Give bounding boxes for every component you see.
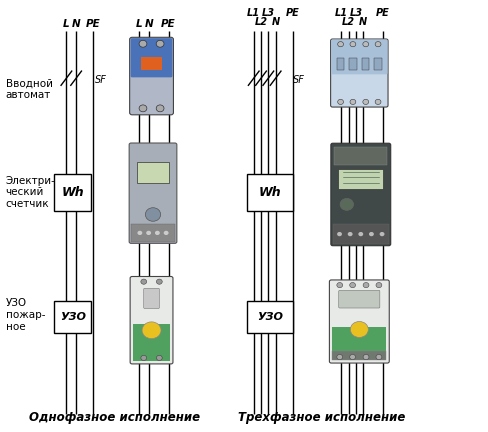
Circle shape xyxy=(145,208,161,221)
FancyBboxPatch shape xyxy=(331,143,391,246)
Bar xyxy=(133,324,170,361)
Circle shape xyxy=(337,232,342,236)
FancyBboxPatch shape xyxy=(331,39,387,74)
Circle shape xyxy=(142,322,161,339)
FancyBboxPatch shape xyxy=(129,143,177,243)
Bar xyxy=(333,224,389,244)
Circle shape xyxy=(350,283,356,288)
Circle shape xyxy=(337,354,343,359)
Circle shape xyxy=(376,354,382,359)
FancyBboxPatch shape xyxy=(144,288,159,308)
Bar xyxy=(362,58,369,70)
Text: L3: L3 xyxy=(262,8,275,18)
Circle shape xyxy=(157,355,162,360)
FancyBboxPatch shape xyxy=(329,280,389,363)
Bar xyxy=(374,58,382,70)
Circle shape xyxy=(155,231,160,235)
Text: PE: PE xyxy=(376,8,389,18)
Circle shape xyxy=(363,354,369,359)
Text: L2: L2 xyxy=(342,16,355,26)
Circle shape xyxy=(138,231,142,235)
Text: L3: L3 xyxy=(349,8,363,18)
Text: УЗО: УЗО xyxy=(257,312,283,322)
Circle shape xyxy=(375,41,381,47)
Text: SF: SF xyxy=(293,75,305,86)
Circle shape xyxy=(375,99,381,105)
Text: PE: PE xyxy=(286,8,300,18)
Circle shape xyxy=(141,355,147,360)
Text: УЗО
пожар-
ное: УЗО пожар- ное xyxy=(5,299,45,332)
Text: Wh: Wh xyxy=(259,186,281,199)
Text: Вводной
автомат: Вводной автомат xyxy=(5,78,53,100)
FancyBboxPatch shape xyxy=(130,276,173,364)
Text: N: N xyxy=(145,19,153,29)
Bar xyxy=(349,58,357,70)
Circle shape xyxy=(157,279,162,284)
Text: L1: L1 xyxy=(247,8,260,18)
Text: L: L xyxy=(63,19,70,29)
Bar xyxy=(332,351,386,360)
Circle shape xyxy=(337,283,343,288)
Text: PE: PE xyxy=(86,19,101,29)
Text: PE: PE xyxy=(161,19,176,29)
Circle shape xyxy=(338,41,344,47)
Text: L1: L1 xyxy=(335,8,348,18)
Text: L: L xyxy=(136,19,142,29)
Circle shape xyxy=(156,105,164,112)
Text: N: N xyxy=(72,19,81,29)
Text: L2: L2 xyxy=(255,16,267,26)
Bar xyxy=(137,162,169,184)
Circle shape xyxy=(363,41,368,47)
Text: Wh: Wh xyxy=(61,186,84,199)
Bar xyxy=(131,224,175,241)
Circle shape xyxy=(348,232,353,236)
Bar xyxy=(246,174,293,211)
Circle shape xyxy=(338,99,344,105)
Bar xyxy=(337,58,345,70)
Circle shape xyxy=(350,354,356,359)
Circle shape xyxy=(163,231,168,235)
Text: N: N xyxy=(359,16,367,26)
Circle shape xyxy=(350,99,356,105)
Text: УЗО: УЗО xyxy=(60,312,86,322)
FancyBboxPatch shape xyxy=(339,290,380,308)
Circle shape xyxy=(141,279,147,284)
FancyBboxPatch shape xyxy=(131,38,172,77)
Bar xyxy=(332,327,386,360)
Bar xyxy=(246,301,293,334)
Circle shape xyxy=(350,321,368,337)
Text: Однофазное исполнение: Однофазное исполнение xyxy=(29,410,201,423)
Circle shape xyxy=(139,105,147,112)
Circle shape xyxy=(350,41,356,47)
FancyBboxPatch shape xyxy=(130,37,173,115)
Circle shape xyxy=(156,40,164,47)
Bar xyxy=(334,147,387,165)
Text: Электри-
ческий
счетчик: Электри- ческий счетчик xyxy=(5,176,56,209)
Text: Трехфазное исполнение: Трехфазное исполнение xyxy=(238,410,406,423)
Circle shape xyxy=(376,283,382,288)
Circle shape xyxy=(363,99,368,105)
Text: SF: SF xyxy=(95,75,106,86)
Circle shape xyxy=(358,232,363,236)
Circle shape xyxy=(340,198,353,210)
Circle shape xyxy=(363,283,369,288)
Circle shape xyxy=(369,232,374,236)
Bar xyxy=(338,169,383,188)
Bar xyxy=(55,301,91,334)
Bar xyxy=(55,174,91,211)
Circle shape xyxy=(146,231,151,235)
Circle shape xyxy=(139,40,147,47)
Bar xyxy=(141,57,162,70)
FancyBboxPatch shape xyxy=(330,39,388,107)
Circle shape xyxy=(380,232,385,236)
Text: N: N xyxy=(271,16,280,26)
